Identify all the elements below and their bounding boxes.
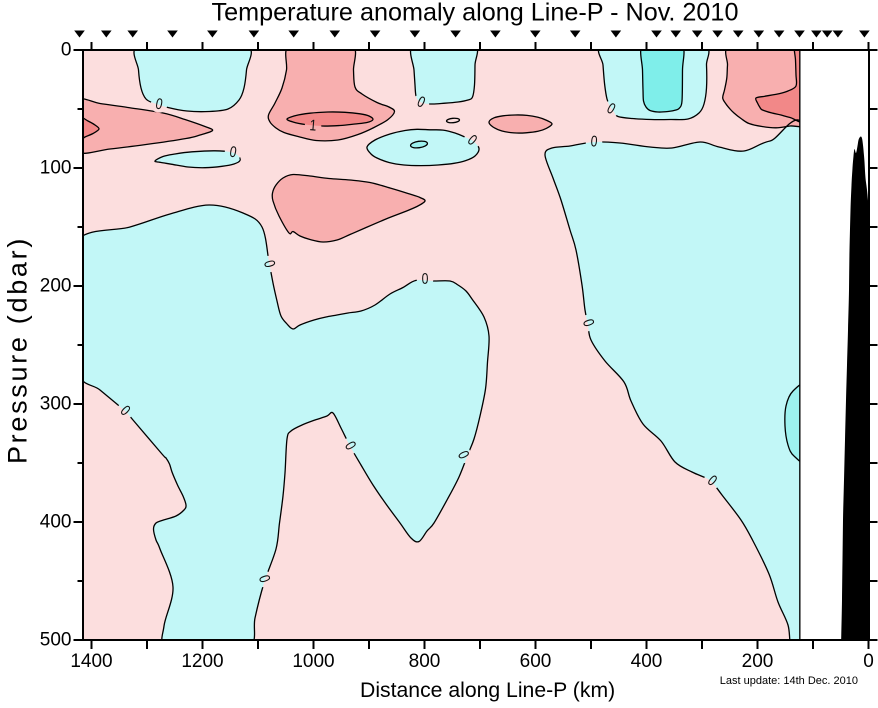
svg-text:100: 100	[40, 158, 72, 179]
svg-text:1200: 1200	[181, 651, 223, 672]
svg-text:0: 0	[228, 144, 238, 162]
svg-text:0: 0	[422, 271, 429, 288]
svg-text:400: 400	[631, 651, 663, 672]
svg-text:Last update: 14th Dec. 2010: Last update: 14th Dec. 2010	[720, 675, 858, 687]
svg-text:0: 0	[154, 95, 164, 113]
svg-text:0: 0	[61, 40, 72, 61]
svg-text:800: 800	[409, 651, 441, 672]
svg-text:300: 300	[40, 394, 72, 415]
svg-text:0: 0	[863, 651, 874, 672]
svg-text:Distance along Line-P (km): Distance along Line-P (km)	[360, 679, 615, 702]
svg-text:400: 400	[40, 512, 72, 533]
svg-text:500: 500	[40, 630, 72, 651]
svg-text:0: 0	[590, 133, 599, 151]
svg-text:Pressure (dbar): Pressure (dbar)	[2, 236, 32, 464]
svg-text:1000: 1000	[292, 651, 334, 672]
svg-text:0: 0	[260, 259, 278, 270]
svg-text:200: 200	[40, 276, 72, 297]
svg-text:1400: 1400	[70, 651, 112, 672]
svg-text:200: 200	[742, 651, 774, 672]
svg-text:600: 600	[520, 651, 552, 672]
svg-text:1: 1	[309, 117, 317, 135]
svg-text:Temperature anomaly along Line: Temperature anomaly along Line-P - Nov. …	[212, 0, 739, 27]
